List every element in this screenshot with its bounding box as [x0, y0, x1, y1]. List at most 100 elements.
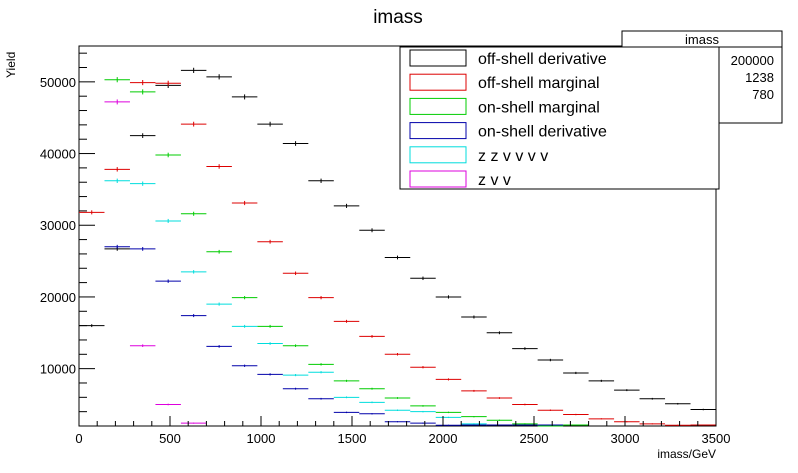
data-point [461, 389, 487, 392]
series-0 [79, 67, 716, 411]
data-point [588, 379, 615, 382]
data-point [257, 373, 283, 376]
x-tick-label: 500 [159, 431, 181, 446]
x-tick-label: 1500 [338, 431, 367, 446]
series-3 [104, 244, 564, 426]
legend-label: z z v v v v [478, 148, 548, 165]
data-point [180, 314, 207, 318]
data-point [614, 389, 640, 392]
data-point [461, 423, 487, 425]
data-point [206, 249, 232, 254]
data-point [410, 410, 436, 413]
data-point [410, 276, 436, 281]
data-point [180, 211, 207, 216]
data-point [537, 358, 564, 362]
data-point [359, 228, 385, 233]
data-point [435, 411, 462, 414]
data-point [257, 342, 283, 345]
data-point [155, 218, 181, 223]
data-point [129, 80, 156, 86]
data-point [690, 408, 716, 411]
data-point [155, 152, 181, 158]
data-point [512, 347, 538, 350]
series-2 [104, 77, 589, 427]
data-point [231, 94, 258, 100]
data-point [486, 397, 513, 399]
data-point [384, 397, 411, 399]
data-point [129, 344, 156, 348]
data-point [282, 387, 309, 390]
legend-swatch [409, 122, 467, 140]
data-point [435, 416, 462, 419]
data-point [410, 422, 436, 424]
data-point [333, 396, 360, 399]
y-tick-label: 40000 [40, 147, 76, 162]
data-point [359, 387, 385, 390]
data-point [129, 133, 156, 138]
data-point [231, 200, 258, 206]
data-point [129, 89, 156, 95]
series-1 [79, 80, 716, 426]
series-4 [104, 178, 487, 425]
chart-title: imass [373, 7, 423, 28]
data-point [333, 379, 360, 382]
data-point [180, 67, 207, 73]
data-point [563, 413, 589, 416]
y-axis-title: Yield [4, 52, 18, 78]
data-point [614, 421, 640, 423]
legend: off-shell derivative off-shell marginal on… [399, 46, 720, 190]
data-point [665, 402, 691, 405]
data-point [231, 324, 258, 328]
data-point [257, 239, 283, 244]
data-point [563, 371, 589, 375]
data-point [512, 403, 538, 406]
series-5 [104, 99, 207, 424]
data-point [486, 419, 513, 421]
data-point [155, 403, 181, 406]
data-point [410, 405, 436, 407]
data-point [461, 315, 487, 319]
data-point [461, 416, 487, 418]
legend-frame [399, 46, 720, 190]
legend-label: on-shell derivative [478, 124, 607, 141]
data-point [359, 413, 385, 415]
legend-swatch [409, 146, 467, 164]
legend-swatch [409, 73, 467, 91]
data-point [155, 279, 181, 283]
legend-label: off-shell marginal [478, 75, 600, 92]
data-point [282, 141, 309, 146]
y-tick-label: 50000 [40, 75, 76, 90]
plot-area-border [78, 45, 717, 427]
legend-label: on-shell marginal [478, 99, 600, 116]
data-point [79, 210, 105, 215]
data-point [308, 371, 334, 374]
legend-label: off-shell derivative [478, 51, 607, 68]
data-point [537, 409, 564, 411]
data-point [104, 178, 130, 183]
data-point [231, 364, 258, 367]
y-tick-label: 30000 [40, 218, 76, 233]
data-point [537, 425, 564, 427]
data-point [333, 203, 360, 208]
x-tick-label: 1000 [247, 431, 276, 446]
x-axis-title: imass/GeV [657, 447, 716, 461]
data-point [333, 319, 360, 323]
data-point [435, 295, 462, 299]
data-point [257, 121, 283, 127]
data-point [308, 397, 334, 400]
stats-row-std-dev: 780 [752, 87, 774, 102]
data-point [359, 334, 385, 338]
data-point [180, 270, 207, 274]
data-point [129, 247, 156, 251]
axes: 0 500 1000 1500 2000 2500 3000 3500 10000 20000 30… [40, 52, 730, 446]
data-point [512, 423, 538, 425]
legend-swatch [409, 170, 467, 188]
stats-box-title: imass [685, 32, 719, 47]
data-point [665, 424, 691, 426]
data-point [155, 80, 181, 86]
data-point [308, 296, 334, 300]
data-point [282, 374, 309, 377]
data-point [282, 344, 309, 348]
data-point [180, 422, 207, 424]
